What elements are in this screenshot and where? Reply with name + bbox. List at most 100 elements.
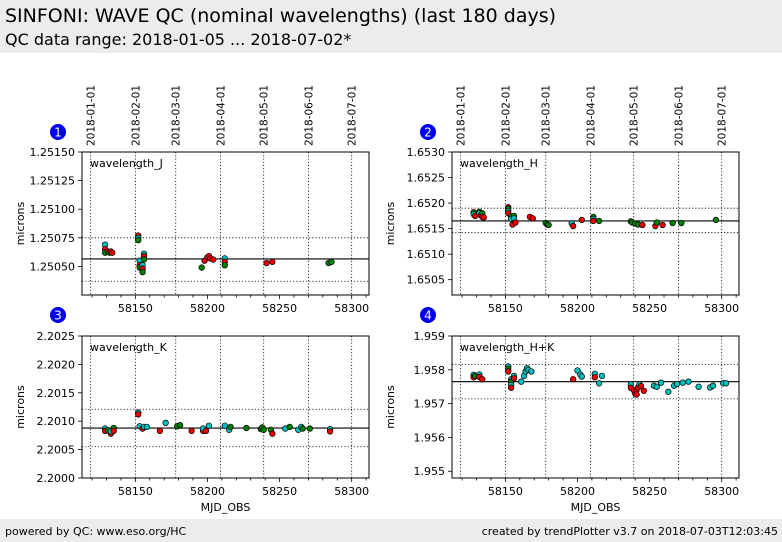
- data-point: [685, 378, 692, 385]
- data-point: [578, 216, 585, 224]
- panel-number: 1: [54, 126, 62, 140]
- data-point: [210, 256, 217, 263]
- data-point: [657, 379, 665, 386]
- y-tick-label: 1.25125: [30, 175, 76, 188]
- data-point: [269, 430, 276, 437]
- x-tick-label: 58150: [488, 485, 523, 498]
- data-point: [286, 423, 293, 431]
- x-tick-label: 58300: [334, 302, 369, 315]
- chart-panel-4: 4 wavelength_H+K 1.955 1.956 1.957 1.958 1.959…: [384, 307, 740, 514]
- x-tick-label: 58150: [488, 302, 523, 315]
- plot-frame: [81, 151, 370, 296]
- series-label: wavelength_H+K: [460, 341, 555, 354]
- x-axis-label: MJD_OBS: [201, 501, 251, 514]
- panel-number: 4: [424, 309, 432, 323]
- y-tick-label: 1.6530: [407, 146, 446, 159]
- plot-frame: [451, 151, 740, 296]
- y-axis-label: microns: [384, 201, 397, 245]
- y-tick-label: 2.2020: [37, 358, 76, 371]
- data-point: [518, 378, 525, 385]
- data-point: [709, 382, 717, 389]
- data-point: [505, 368, 512, 375]
- data-point: [480, 214, 487, 221]
- data-point: [198, 264, 205, 271]
- data-point: [653, 383, 660, 390]
- date-tick-label: 2018-06-01: [303, 85, 315, 146]
- plot-frame: [451, 335, 740, 479]
- y-axis-label: microns: [384, 385, 397, 429]
- x-tick-label: 58150: [118, 485, 153, 498]
- data-point: [653, 219, 660, 226]
- data-point: [299, 425, 306, 432]
- y-tick-label: 1.6515: [407, 223, 446, 236]
- data-point: [507, 384, 515, 391]
- series-label: wavelength_H: [460, 157, 538, 170]
- data-point: [678, 219, 685, 227]
- data-point: [669, 219, 676, 227]
- page-header: SINFONI: WAVE QC (nominal wavelengths) (…: [0, 0, 782, 53]
- y-tick-label: 1.959: [414, 330, 446, 343]
- x-tick-label: 58250: [632, 485, 667, 498]
- panel-number-badge: [50, 307, 66, 323]
- data-point: [545, 221, 552, 229]
- date-tick-label: 2018-04-01: [585, 85, 597, 146]
- page-title: SINFONI: WAVE QC (nominal wavelengths) (…: [5, 5, 557, 27]
- data-point: [598, 372, 606, 380]
- data-point: [143, 423, 151, 431]
- x-tick-label: 58200: [190, 485, 225, 498]
- page-footer: powered by QC: www.eso.org/HC created by…: [0, 519, 782, 542]
- data-point: [639, 221, 646, 229]
- date-tick-label: 2018-03-01: [171, 85, 183, 146]
- series-label: wavelength_K: [90, 341, 168, 354]
- data-point: [135, 411, 142, 418]
- data-point: [263, 259, 270, 267]
- date-tick-label: 2018-02-01: [500, 85, 512, 146]
- y-tick-label: 1.25075: [30, 232, 76, 245]
- x-tick-label: 58200: [560, 485, 595, 498]
- x-tick-label: 58300: [334, 485, 369, 498]
- x-tick-label: 58150: [118, 302, 153, 315]
- data-point: [510, 375, 518, 382]
- data-point: [162, 419, 169, 427]
- data-point: [712, 216, 720, 224]
- data-point: [260, 426, 267, 433]
- x-tick-label: 58250: [262, 302, 297, 315]
- date-tick-label: 2018-01-01: [456, 85, 468, 146]
- data-point: [306, 425, 314, 432]
- data-point: [595, 380, 603, 387]
- data-point: [243, 424, 250, 432]
- y-tick-label: 1.955: [414, 465, 446, 478]
- y-tick-label: 1.957: [414, 398, 446, 411]
- data-point: [673, 380, 681, 388]
- data-point: [205, 422, 213, 429]
- y-tick-label: 1.6505: [407, 274, 446, 287]
- data-point: [221, 262, 228, 269]
- y-tick-label: 1.25150: [30, 146, 76, 159]
- y-tick-label: 1.958: [414, 364, 446, 377]
- plot-frame: [81, 335, 370, 479]
- panel-number-badge: [420, 307, 436, 323]
- y-tick-label: 2.2025: [37, 330, 76, 343]
- x-tick-label: 58250: [262, 485, 297, 498]
- data-point: [578, 373, 585, 380]
- data-point: [188, 427, 195, 435]
- data-point: [569, 222, 577, 230]
- x-tick-label: 58300: [704, 485, 739, 498]
- x-axis-label: MJD_OBS: [571, 501, 621, 514]
- x-tick-label: 58200: [560, 302, 595, 315]
- y-axis-label: microns: [14, 385, 27, 429]
- date-tick-label: 2018-03-01: [541, 85, 553, 146]
- data-point: [227, 423, 234, 431]
- y-tick-label: 2.2000: [37, 472, 76, 485]
- data-point: [679, 379, 686, 386]
- date-tick-label: 2018-07-01: [347, 85, 359, 146]
- chart-panel-3: 3 wavelength_K 2.2000 2.2005 2.2010 2.2015 2.2…: [14, 307, 370, 514]
- data-point: [590, 217, 597, 225]
- x-tick-label: 58200: [190, 302, 225, 315]
- y-tick-label: 1.25050: [30, 260, 76, 273]
- data-point: [529, 215, 536, 222]
- y-axis-label: microns: [14, 201, 27, 245]
- data-point: [595, 217, 603, 225]
- date-tick-label: 2018-01-01: [86, 85, 98, 146]
